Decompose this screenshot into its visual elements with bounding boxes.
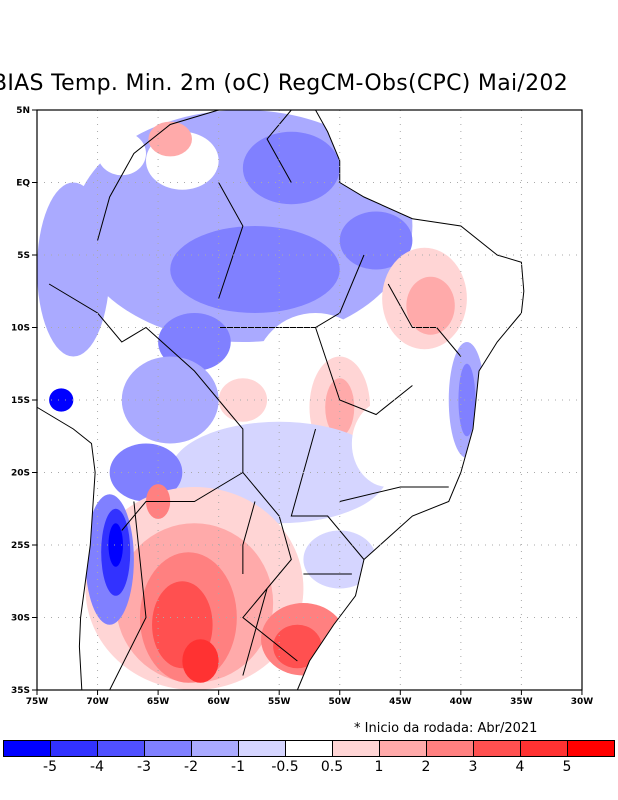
colorbar-swatch bbox=[285, 740, 333, 757]
colorbar-label: 3 bbox=[468, 759, 478, 775]
colorbar-label: 2 bbox=[421, 759, 431, 775]
lat-tick-label: 30S bbox=[11, 614, 30, 624]
colorbar-label: 4 bbox=[515, 759, 525, 775]
colorbar-swatch bbox=[238, 740, 286, 757]
colorbar-swatch bbox=[426, 740, 474, 757]
lon-tick-label: 40W bbox=[450, 697, 473, 707]
bias-field bbox=[37, 110, 524, 690]
map-title: BIAS Temp. Min. 2m (oC) RegCM-Obs(CPC) M… bbox=[0, 71, 568, 96]
lon-tick-label: 55W bbox=[268, 697, 291, 707]
lat-tick-label: 5N bbox=[16, 106, 30, 116]
country-state-borders bbox=[49, 110, 461, 690]
lon-tick-label: 70W bbox=[86, 697, 109, 707]
lat-tick-label: 20S bbox=[11, 469, 30, 479]
colorbar-swatch bbox=[191, 740, 239, 757]
lat-tick-label: 35S bbox=[11, 686, 30, 696]
colorbar-label: -1 bbox=[231, 759, 245, 775]
lat-tick-label: 25S bbox=[11, 541, 30, 551]
borders bbox=[37, 110, 524, 690]
lon-tick-label: 45W bbox=[389, 697, 412, 707]
lon-tick-label: 50W bbox=[329, 697, 352, 707]
colorbar-swatch bbox=[473, 740, 521, 757]
colorbar-label: 0.5 bbox=[320, 759, 344, 775]
lon-tick-label: 30W bbox=[571, 697, 594, 707]
lon-tick-label: 75W bbox=[26, 697, 49, 707]
lon-tick-label: 60W bbox=[207, 697, 230, 707]
colorbar-label: -0.5 bbox=[271, 759, 299, 775]
lat-tick-label: 5S bbox=[17, 251, 30, 261]
grid-lines bbox=[37, 110, 582, 690]
lon-tick-label: 65W bbox=[147, 697, 170, 707]
colorbar-swatch bbox=[50, 740, 98, 757]
coastline bbox=[37, 110, 524, 690]
lat-tick-label: 10S bbox=[11, 324, 30, 334]
colorbar-label: 1 bbox=[374, 759, 384, 775]
colorbar-swatch bbox=[567, 740, 615, 757]
colorbar-label: -4 bbox=[90, 759, 104, 775]
colorbar-label: 5 bbox=[562, 759, 572, 775]
colorbar-swatch bbox=[97, 740, 145, 757]
colorbar-swatch bbox=[144, 740, 192, 757]
colorbar-swatch bbox=[520, 740, 568, 757]
colorbar-swatch bbox=[379, 740, 427, 757]
lat-tick-label: 15S bbox=[11, 396, 30, 406]
colorbar-swatch bbox=[332, 740, 380, 757]
lon-tick-label: 35W bbox=[510, 697, 533, 707]
colorbar-label: -2 bbox=[184, 759, 198, 775]
axis-ticks: 75W 70W 65W 60W 55W 50W 45W 40W 35W 30W 5N EQ 5S 10S 1… bbox=[11, 106, 593, 707]
colorbar-label: -3 bbox=[137, 759, 151, 775]
lat-tick-label: EQ bbox=[16, 179, 30, 189]
colorbar-swatch bbox=[3, 740, 51, 757]
run-start-note: * Inicio da rodada: Abr/2021 bbox=[354, 721, 538, 736]
colorbar-label: -5 bbox=[43, 759, 57, 775]
